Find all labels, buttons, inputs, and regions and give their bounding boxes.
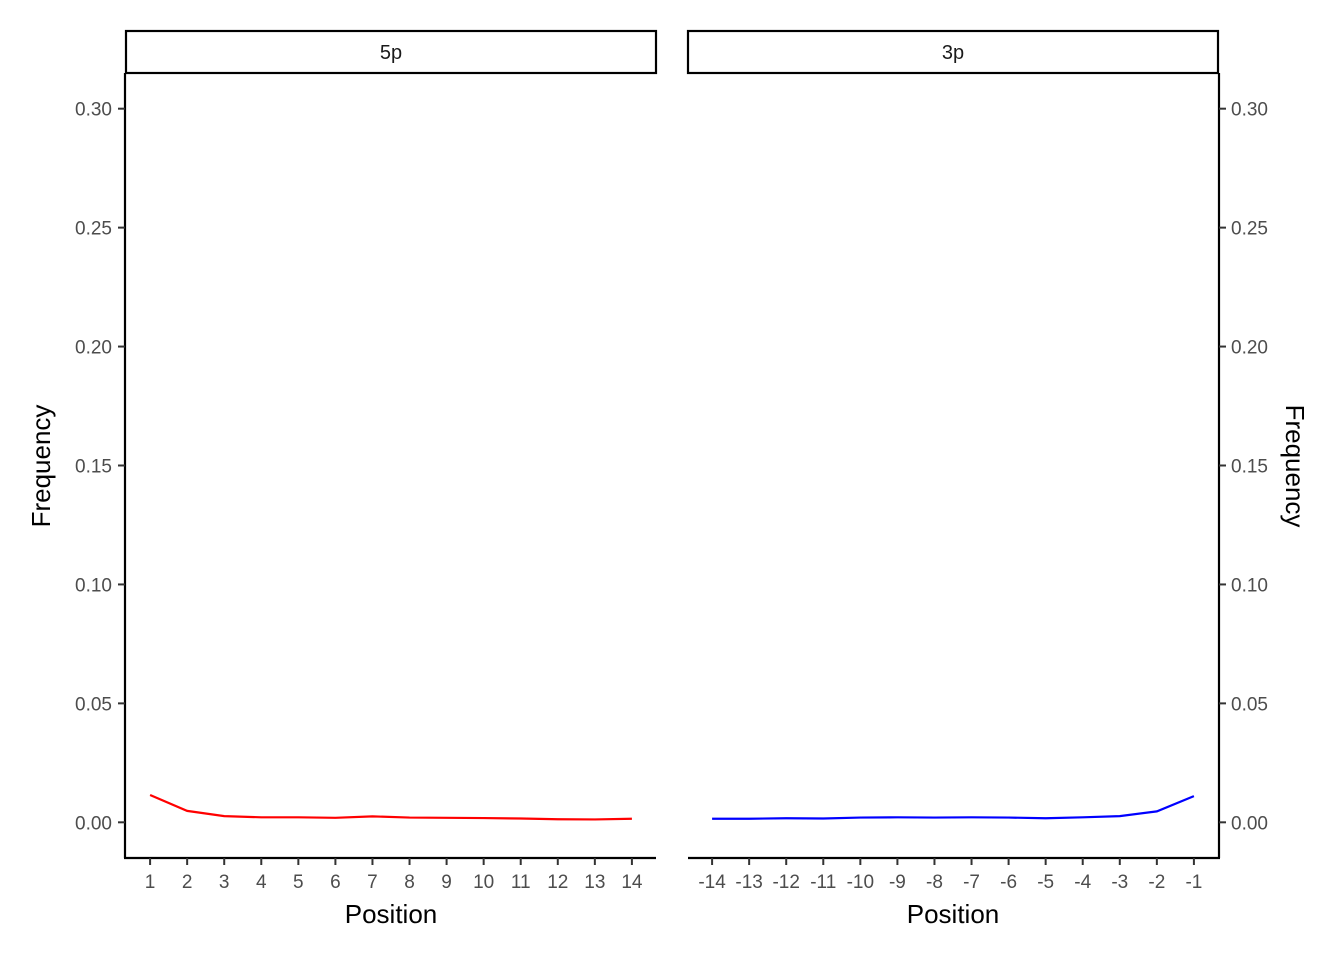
y-axis-title-right: Frequency [1280,405,1310,528]
y-tick-label: 0.10 [1231,575,1268,596]
x-tick-label: 1 [145,872,156,893]
x-tick-label: 14 [621,872,643,893]
y-tick-label: 0.30 [75,100,112,121]
series-line-3p [712,795,1195,820]
x-axis-title-3p: Position [907,899,1000,929]
x-tick-label: 7 [367,872,378,893]
y-tick-label: 0.20 [75,338,112,359]
x-tick-label: 2 [182,872,193,893]
x-tick-label: -2 [1148,872,1165,893]
x-tick-label: -3 [1111,872,1128,893]
x-ticks-5p: 1 2 3 4 5 6 7 8 9 10 11 12 13 14 [145,858,643,893]
x-tick-label: 6 [330,872,341,893]
x-tick-label: -13 [735,872,762,893]
y-tick-label: 0.05 [75,694,112,715]
y-tick-label: 0.25 [1231,219,1268,240]
x-tick-label: -8 [926,872,943,893]
x-tick-label: 9 [441,872,452,893]
x-tick-label: 3 [219,872,230,893]
x-tick-label: 10 [473,872,494,893]
x-tick-label: -1 [1185,872,1202,893]
x-tick-label: 8 [404,872,415,893]
y-ticks-left: 0.00 0.05 0.10 0.15 0.20 0.25 0.30 [75,100,125,834]
x-tick-label: -4 [1074,872,1091,893]
y-axis-title-left: Frequency [26,405,56,528]
strip-5p: 5p [124,29,658,75]
x-tick-label: -5 [1037,872,1054,893]
panel-3p: 3p 0.000.050.100.150.200.250.30 -14 -13 -1… [686,29,1268,929]
y-tick-label: 0.00 [1231,813,1268,834]
y-tick-label: 0.15 [1231,457,1268,478]
strip-3p: 3p [686,29,1220,75]
y-ticks-right: 0.00 0.05 0.10 0.15 0.20 0.25 0.30 [1219,100,1268,834]
x-tick-label: 12 [547,872,568,893]
x-tick-label: -11 [810,872,836,893]
y-tick-label: 0.20 [1231,338,1268,359]
x-tick-label: 13 [584,872,605,893]
x-tick-label: -7 [963,872,980,893]
x-tick-label: -10 [847,872,874,893]
x-tick-label: 5 [293,872,304,893]
y-tick-label: 0.00 [75,813,112,834]
x-tick-label: -14 [698,872,726,893]
strip-label-5p: 5p [380,42,402,64]
y-tick-label: 0.10 [75,575,112,596]
x-tick-label: 4 [256,872,267,893]
x-tick-label: -12 [772,872,799,893]
y-tick-label: 0.25 [75,219,112,240]
x-tick-label: -6 [1000,872,1017,893]
y-tick-label: 0.15 [75,457,112,478]
y-tick-label: 0.05 [1231,694,1268,715]
y-tick-label: 0.30 [1231,100,1268,121]
x-axis-title-5p: Position [345,899,438,929]
x-tick-label: 11 [511,872,531,893]
x-ticks-3p: -14 -13 -12 -11 -10 -9 -8 -7 -6 -5 -4 -3 -2 -1 [698,858,1202,893]
strip-label-3p: 3p [942,42,964,64]
series-line-5p [149,793,632,821]
x-tick-label: -9 [889,872,906,893]
